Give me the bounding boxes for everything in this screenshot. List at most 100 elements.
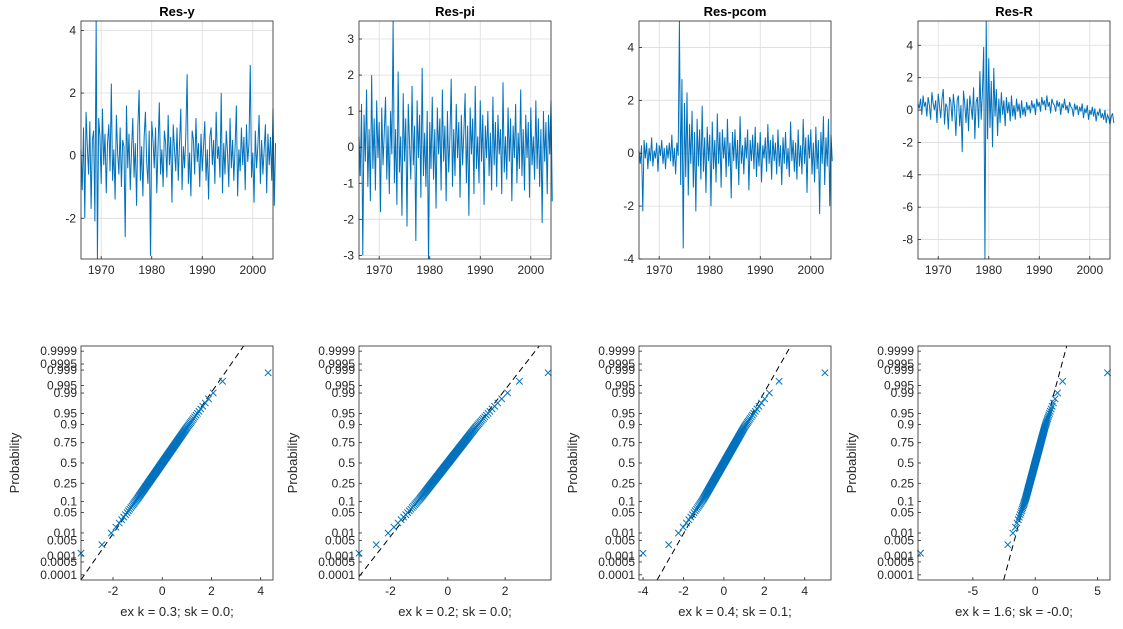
data-marker <box>1019 502 1027 510</box>
y-tick-label: 0.25 <box>891 476 915 490</box>
x-tick-label: 0 <box>444 584 451 598</box>
y-tick-label: 0.995 <box>325 379 355 393</box>
x-tick-label: 0 <box>1032 584 1039 598</box>
y-tick-label: 0.005 <box>605 533 635 547</box>
y-tick-label: 4 <box>627 40 634 54</box>
data-marker <box>674 529 682 537</box>
data-marker <box>821 369 829 377</box>
reference-line <box>358 345 540 577</box>
data-marker <box>372 541 380 549</box>
data-marker <box>682 519 690 527</box>
x-tick-label: 2000 <box>239 263 266 277</box>
y-tick-label: 0.1 <box>60 495 77 509</box>
panel-title: Res-pcom <box>704 4 767 19</box>
y-tick-label: 0.995 <box>884 379 914 393</box>
data-marker <box>98 541 106 549</box>
y-tick-label: 0 <box>69 149 76 163</box>
y-tick-label: 0.05 <box>891 505 915 519</box>
x-tick-label: -4 <box>638 584 649 598</box>
y-tick-label: 0.95 <box>54 407 78 421</box>
data-marker <box>679 523 687 531</box>
data-marker <box>1045 409 1054 417</box>
y-tick-label: 0 <box>906 103 913 117</box>
x-tick-label: 1970 <box>366 263 393 277</box>
y-axis-label: Probability <box>285 432 300 493</box>
y-tick-label: 0.9999 <box>318 344 355 358</box>
y-tick-label: 0.999 <box>47 363 77 377</box>
y-tick-label: 1 <box>347 104 354 118</box>
series-line <box>917 20 1115 260</box>
y-tick-label: 0.9999 <box>877 344 914 358</box>
x-tick-label: 2 <box>208 584 215 598</box>
y-tick-label: 0.9 <box>618 417 635 431</box>
y-tick-label: 0.05 <box>332 505 356 519</box>
y-tick-label: 0.001 <box>325 549 355 563</box>
y-tick-label: 0 <box>347 140 354 154</box>
x-tick-label: 1990 <box>747 263 774 277</box>
plot-area <box>81 346 273 580</box>
data-marker <box>1051 395 1059 403</box>
data-marker <box>199 402 207 410</box>
y-tick-label: 0.05 <box>612 505 636 519</box>
y-tick-label: 0.5 <box>60 456 77 470</box>
data-marker <box>264 369 272 377</box>
markers <box>639 369 829 557</box>
y-axis-label: Probability <box>565 432 580 493</box>
y-tick-label: -3 <box>343 248 354 262</box>
plot-area <box>359 346 551 580</box>
x-tick-label: 1970 <box>925 263 952 277</box>
y-tick-label: -1 <box>343 176 354 190</box>
x-tick-label: 0 <box>721 584 728 598</box>
series-panel-4: 1970 1980 1990 2000 -8 -6 -4 -2 0 2 4 Res-R <box>902 4 1115 277</box>
y-tick-label: -2 <box>902 135 913 149</box>
y-tick-label: 0.999 <box>325 363 355 377</box>
y-tick-label: 4 <box>906 38 913 52</box>
axes-box <box>917 20 1111 260</box>
x-tick-label: 1980 <box>696 263 723 277</box>
markers <box>355 369 552 557</box>
y-tick-label: 0.9999 <box>40 344 77 358</box>
axes-box <box>358 20 552 260</box>
x-axis-label: ex k = 1.6; sk = -0.0; <box>955 604 1073 619</box>
x-axis-label: ex k = 0.3; sk = 0.0; <box>120 604 233 619</box>
x-tick-label: -5 <box>968 584 979 598</box>
data-marker <box>218 377 227 385</box>
y-tick-label: 0.005 <box>884 533 914 547</box>
y-tick-label: 2 <box>69 86 76 100</box>
x-tick-label: 2 <box>502 584 509 598</box>
y-tick-label: 0.0005 <box>40 555 77 569</box>
y-tick-label: 0.0005 <box>877 555 914 569</box>
data-marker <box>115 519 123 527</box>
x-tick-label: 4 <box>801 584 808 598</box>
y-tick-label: 0.0001 <box>318 568 355 582</box>
y-tick-label: 0.005 <box>325 533 355 547</box>
y-tick-label: 0.9 <box>897 417 914 431</box>
data-marker <box>757 399 765 407</box>
axes-box <box>80 20 274 260</box>
y-tick-label: 0.9995 <box>318 357 355 371</box>
data-marker <box>112 523 120 531</box>
y-tick-label: 0.9995 <box>40 357 77 371</box>
markers <box>916 369 1112 557</box>
y-tick-label: 0.75 <box>332 436 356 450</box>
y-tick-label: 0.25 <box>54 476 78 490</box>
x-tick-label: 2 <box>761 584 768 598</box>
data-marker <box>765 389 773 397</box>
data-marker <box>201 399 209 407</box>
y-tick-label: 0.1 <box>897 495 914 509</box>
y-tick-label: 0.9999 <box>598 344 635 358</box>
y-tick-label: 0.75 <box>891 436 915 450</box>
y-tick-label: 0.1 <box>338 495 355 509</box>
data-marker <box>1049 399 1057 407</box>
x-tick-label: 1990 <box>467 263 494 277</box>
data-marker <box>544 369 552 377</box>
y-tick-label: 4 <box>69 23 76 37</box>
plot-area <box>918 21 1110 259</box>
data-marker <box>1046 407 1054 415</box>
series-line <box>358 20 553 260</box>
series-line <box>638 20 833 249</box>
y-tick-label: 0.995 <box>605 379 635 393</box>
